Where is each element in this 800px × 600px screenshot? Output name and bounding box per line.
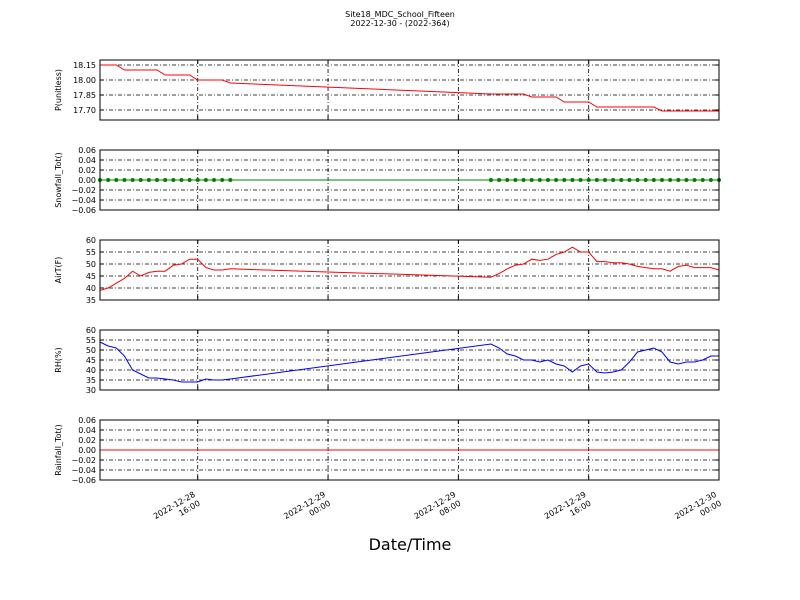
data-point (586, 178, 591, 182)
data-point (163, 178, 168, 182)
y-axis-label: RH(%) (54, 347, 63, 372)
y-tick-label: 18.15 (73, 61, 96, 70)
y-tick-label: 0.00 (78, 446, 96, 455)
y-tick-label: −0.06 (71, 206, 96, 215)
data-point (602, 178, 607, 182)
y-tick-label: 0.06 (78, 146, 96, 155)
y-tick-label: 0.00 (78, 176, 96, 185)
data-point (562, 178, 567, 182)
data-point (594, 178, 599, 182)
y-tick-label: 50 (86, 260, 96, 269)
y-tick-label: 0.04 (78, 426, 96, 435)
data-line (99, 246, 720, 291)
y-tick-label: −0.06 (71, 476, 96, 485)
y-tick-label: 17.70 (73, 106, 96, 115)
data-point (513, 178, 518, 182)
y-tick-label: 45 (86, 356, 96, 365)
plot-frame (99, 239, 720, 301)
data-point (114, 178, 119, 182)
data-point (488, 178, 493, 182)
data-point (619, 178, 624, 182)
y-tick-label: 35 (86, 296, 96, 305)
y-tick-label: 40 (86, 366, 96, 375)
data-point (179, 178, 184, 182)
y-axis-label: P(unitless) (54, 69, 63, 111)
data-point (554, 178, 559, 182)
data-point (668, 178, 673, 182)
data-line (100, 64, 719, 112)
plot-frame (99, 149, 720, 211)
chart-title: Site18_MDC_School_Fifteen (345, 10, 455, 19)
data-point (203, 178, 208, 182)
x-axis-label: Date/Time (369, 535, 452, 554)
y-tick-label: 55 (86, 336, 96, 345)
y-axis-label: Rainfall_Tot() (54, 424, 63, 476)
y-axis-label: AirT(F) (54, 257, 63, 284)
data-point (659, 178, 664, 182)
data-line (99, 341, 719, 383)
data-point (212, 178, 217, 182)
chart-subtitle: 2022-12-30 - (2022-364) (350, 19, 449, 28)
data-point (643, 178, 648, 182)
data-point (106, 178, 111, 182)
plot-frame (99, 329, 720, 391)
data-point (228, 178, 233, 182)
data-point (611, 178, 616, 182)
data-point (692, 178, 697, 182)
data-point (676, 178, 681, 182)
y-tick-label: −0.04 (71, 466, 96, 475)
y-tick-label: −0.02 (71, 186, 96, 195)
data-point (130, 178, 135, 182)
y-tick-label: 60 (86, 236, 96, 245)
y-tick-label: −0.04 (71, 196, 96, 205)
data-point (684, 178, 689, 182)
data-point (651, 178, 656, 182)
data-point (627, 178, 632, 182)
y-tick-label: 0.02 (78, 166, 96, 175)
y-tick-label: 17.85 (73, 91, 96, 100)
y-tick-label: 45 (86, 272, 96, 281)
data-point (155, 178, 160, 182)
y-tick-label: 55 (86, 248, 96, 257)
y-tick-label: −0.02 (71, 456, 96, 465)
data-point (171, 178, 176, 182)
y-tick-label: 0.04 (78, 156, 96, 165)
data-point (146, 178, 151, 182)
y-tick-label: 0.02 (78, 436, 96, 445)
data-point (220, 178, 225, 182)
y-tick-label: 50 (86, 346, 96, 355)
data-point (529, 178, 534, 182)
y-tick-label: 18.00 (73, 76, 96, 85)
data-point (187, 178, 192, 182)
data-point (578, 178, 583, 182)
data-point (195, 178, 200, 182)
data-point (497, 178, 502, 182)
y-axis-label: Snowfall_Tot() (54, 152, 63, 208)
data-point (708, 178, 713, 182)
data-point (635, 178, 640, 182)
data-point (138, 178, 143, 182)
y-tick-label: 40 (86, 284, 96, 293)
data-point (122, 178, 127, 182)
y-tick-label: 60 (86, 326, 96, 335)
y-tick-label: 30 (86, 386, 96, 395)
data-point (570, 178, 575, 182)
y-tick-label: 35 (86, 376, 96, 385)
data-point (505, 178, 510, 182)
plot-frame (99, 59, 720, 121)
data-point (537, 178, 542, 182)
data-point (700, 178, 705, 182)
data-point (545, 178, 550, 182)
data-point (521, 178, 526, 182)
plot-frame (99, 419, 720, 481)
y-tick-label: 0.06 (78, 416, 96, 425)
